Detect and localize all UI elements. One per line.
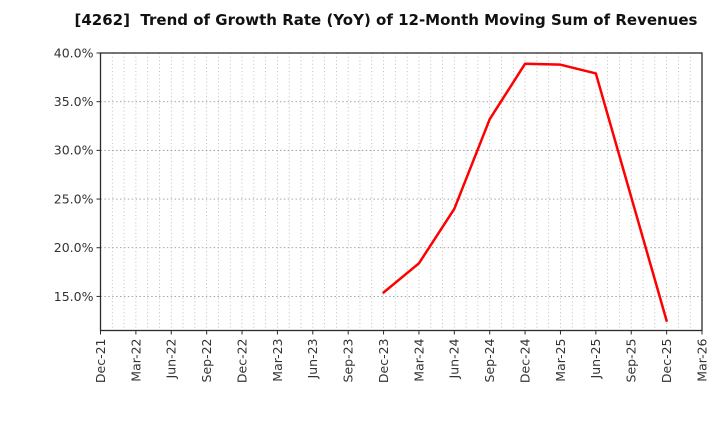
x-tick-label: Sep-22 xyxy=(199,339,214,383)
x-tick-label: Dec-21 xyxy=(93,339,108,384)
x-tick-label: Dec-22 xyxy=(234,339,249,384)
x-tick-label: Jun-24 xyxy=(447,338,462,379)
x-tick-label: Dec-23 xyxy=(376,339,391,384)
y-tick-label: 15.0% xyxy=(54,289,94,304)
plot-border xyxy=(99,52,703,332)
x-tick-label: Jun-23 xyxy=(305,339,320,380)
x-tick-label: Dec-25 xyxy=(659,339,674,384)
x-tick-label: Jun-25 xyxy=(588,339,603,380)
x-tick-label: Sep-23 xyxy=(341,339,356,383)
y-tick-label: 30.0% xyxy=(54,143,94,158)
series-line xyxy=(382,62,668,323)
x-tick-label: Sep-25 xyxy=(624,339,639,383)
x-tick-label: Jun-22 xyxy=(164,339,179,380)
x-tick-label: Mar-23 xyxy=(270,339,285,382)
chart-title: [4262] Trend of Growth Rate (YoY) of 12-… xyxy=(74,11,698,29)
x-tick-label: Dec-24 xyxy=(517,338,532,383)
y-tick-label: 20.0% xyxy=(54,240,94,255)
x-tick-label: Mar-25 xyxy=(553,339,568,382)
y-tick-label: 25.0% xyxy=(54,191,94,206)
x-tick-label: Mar-24 xyxy=(411,338,426,381)
x-tick-label: Sep-24 xyxy=(482,338,497,382)
x-tick-label: Mar-26 xyxy=(694,338,709,381)
x-tick-label: Mar-22 xyxy=(128,339,143,382)
y-tick-label: 40.0% xyxy=(54,45,94,60)
y-tick-label: 35.0% xyxy=(54,94,94,109)
